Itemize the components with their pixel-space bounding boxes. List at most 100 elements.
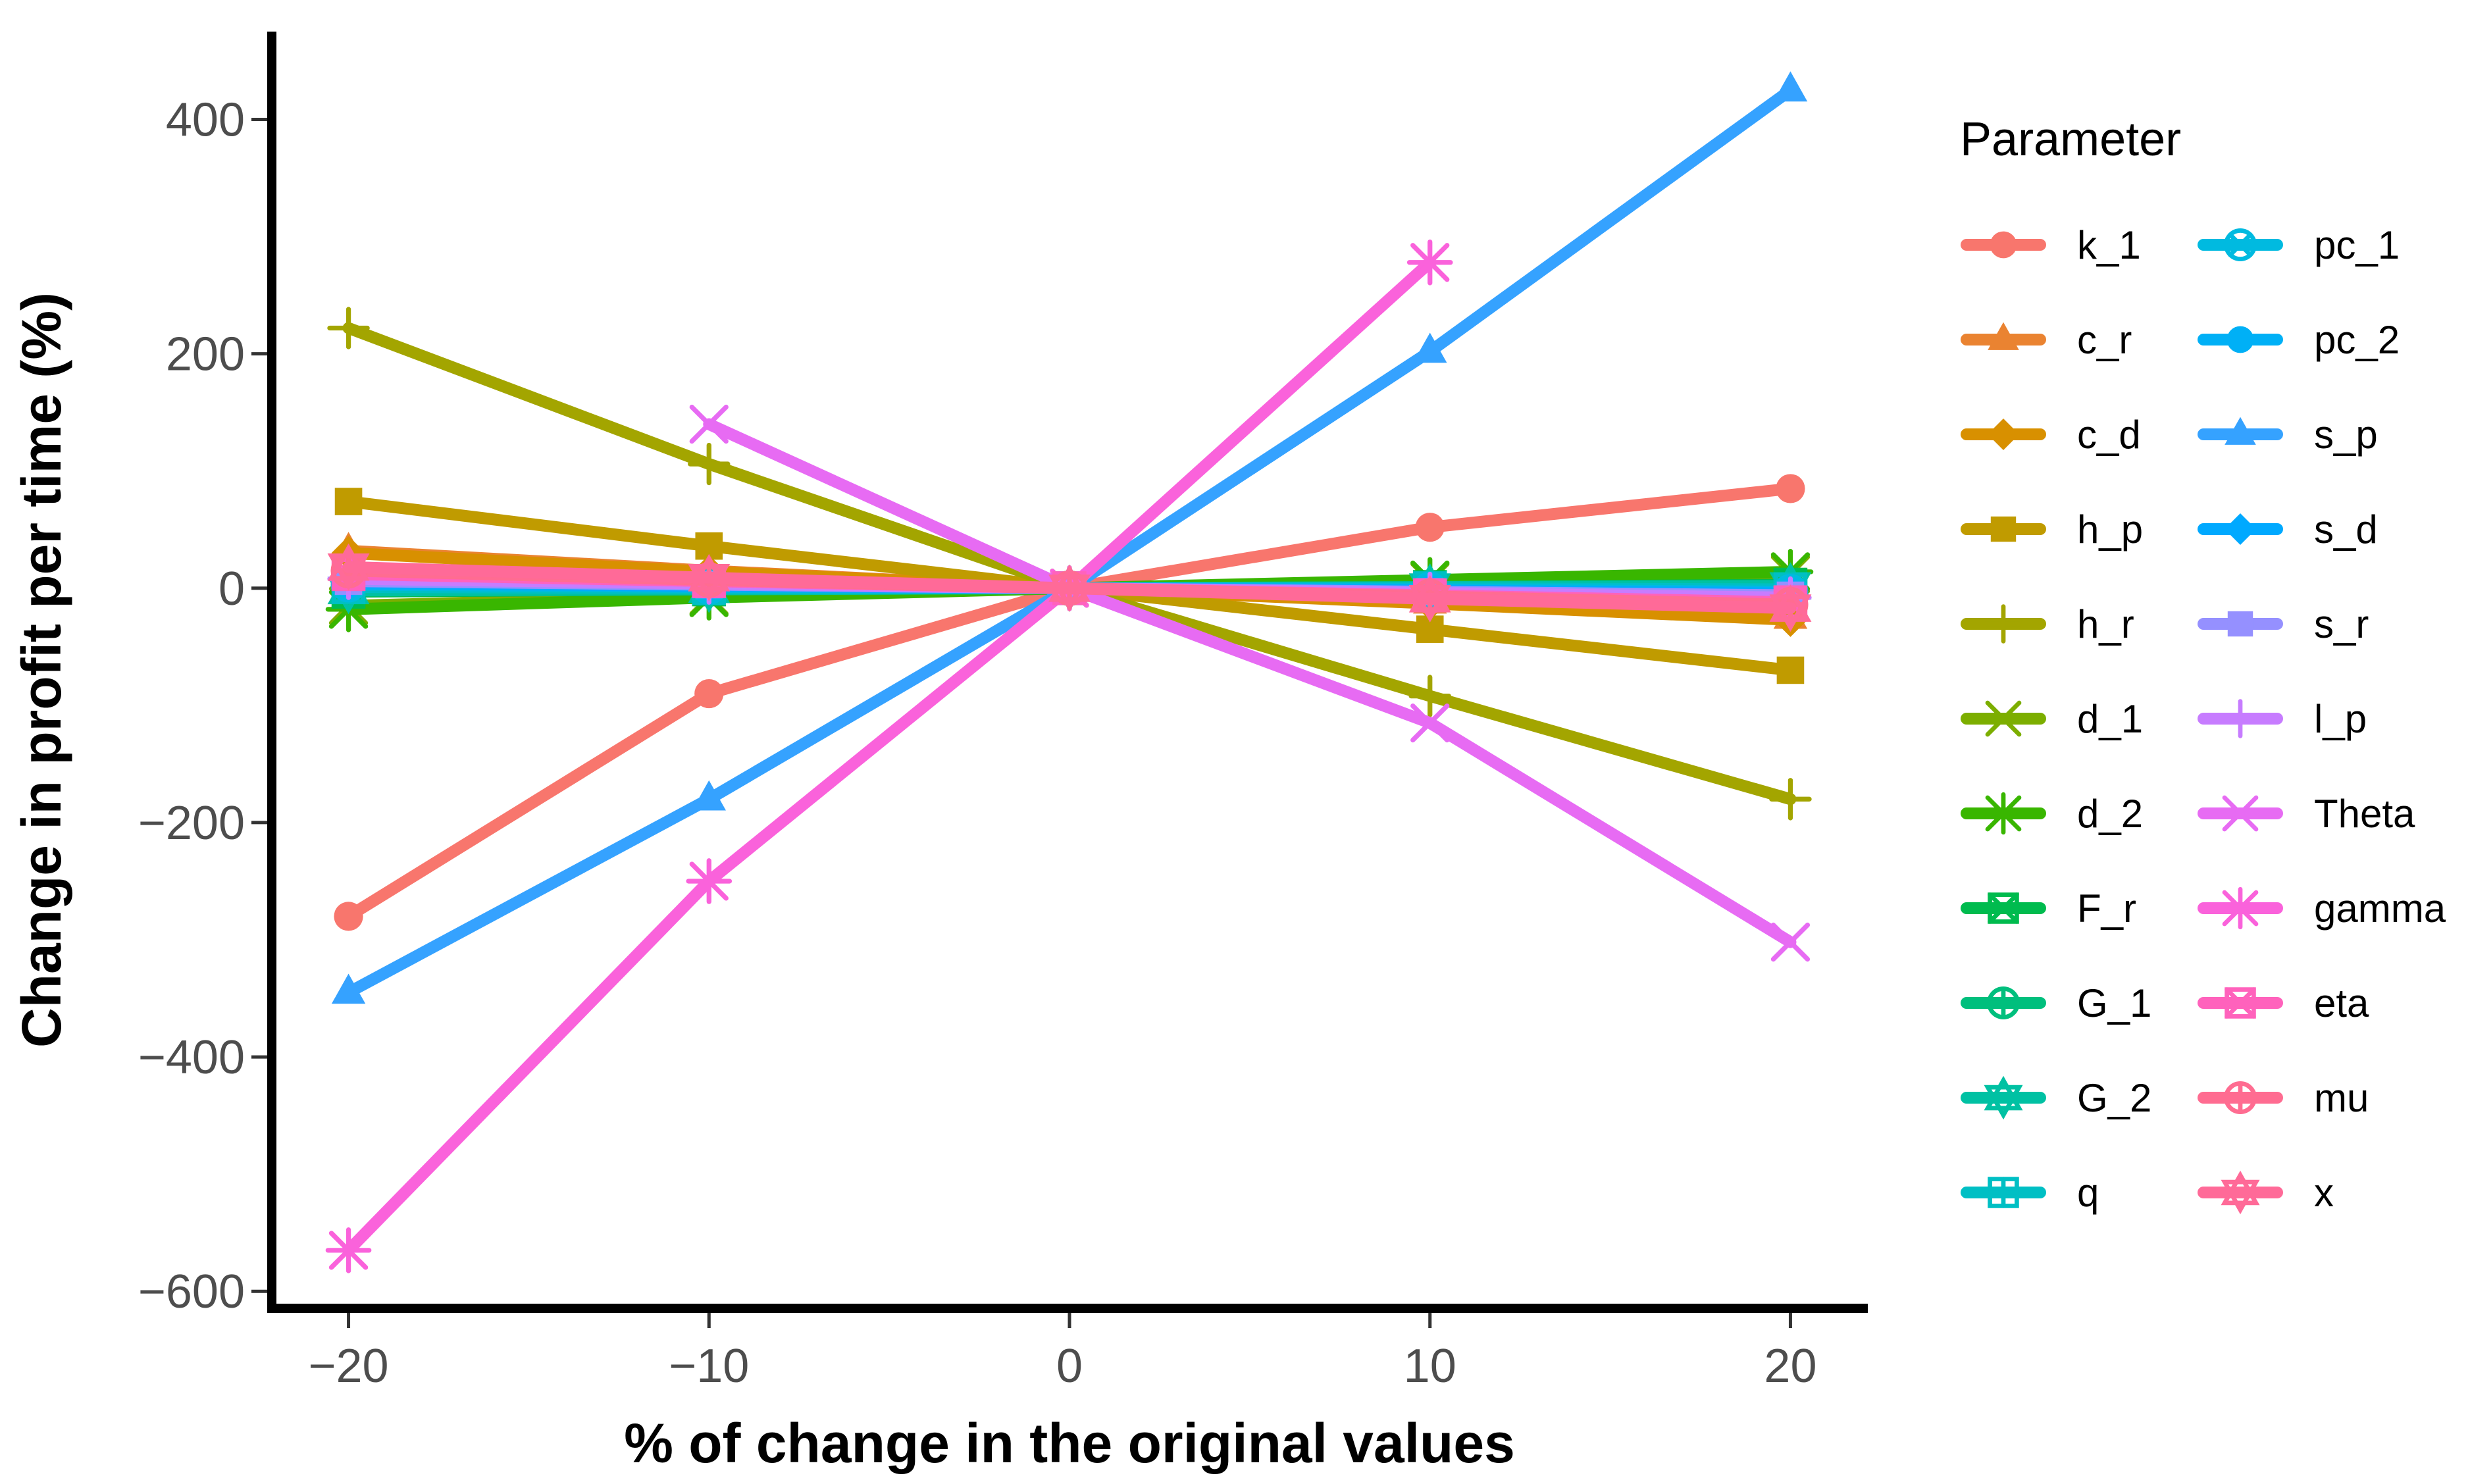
legend-label-q: q — [2077, 1171, 2099, 1215]
x-axis-title: % of change in the original values — [624, 1412, 1515, 1474]
legend-key-marker-G_2 — [1984, 1075, 2023, 1120]
point-Theta-20 — [1770, 922, 1811, 962]
legend-key-marker-k_1 — [1990, 231, 2017, 259]
legend-key-marker-c_d — [1988, 419, 2019, 450]
legend-label-s_d: s_d — [2314, 507, 2378, 551]
legend-title: Parameter — [1960, 113, 2181, 166]
legend-key-marker-x — [2221, 1170, 2260, 1215]
legend-item-s_r: s_r — [2198, 602, 2369, 646]
point-s_p--20 — [331, 973, 366, 1004]
point-h_r--10 — [688, 442, 731, 486]
legend-item-Theta: Theta — [2198, 792, 2415, 836]
legend-key-marker-eta — [2225, 987, 2256, 1019]
series-line-k_1 — [342, 482, 1797, 923]
point-h_r--20 — [327, 307, 370, 349]
legend-item-d_2: d_2 — [1961, 792, 2143, 836]
legend-key-marker-l_p — [2221, 699, 2260, 738]
legend-key-marker-F_r — [1988, 892, 2019, 924]
y-axis-title: Change in profit per time (%) — [11, 292, 72, 1048]
point-x-0 — [1048, 564, 1091, 612]
legend-label-gamma: gamma — [2314, 886, 2446, 931]
x-tick-label: 20 — [1764, 1340, 1816, 1393]
legend-label-s_r: s_r — [2314, 602, 2369, 646]
series-Theta — [689, 404, 1811, 962]
legend-key-marker-s_r — [2227, 611, 2253, 637]
legend-item-mu: mu — [2198, 1076, 2369, 1120]
point-h_p--20 — [334, 488, 363, 515]
legend-key-marker-s_p — [2225, 417, 2256, 445]
legend-item-d_1: d_1 — [1961, 697, 2143, 741]
point-k_1--20 — [334, 902, 363, 931]
legend-label-c_r: c_r — [2077, 318, 2132, 362]
x-tick-label: 10 — [1404, 1340, 1456, 1393]
legend-item-gamma: gamma — [2198, 886, 2446, 931]
y-tick-label: 400 — [166, 94, 245, 147]
legend-item-q: q — [1961, 1171, 2099, 1215]
point-gamma--10 — [686, 858, 733, 904]
legend-label-x: x — [2314, 1171, 2334, 1215]
legend-label-pc_2: pc_2 — [2314, 318, 2400, 362]
legend-label-G_2: G_2 — [2077, 1076, 2151, 1120]
legend-label-c_d: c_d — [2077, 413, 2141, 457]
legend-key-marker-pc_2 — [2226, 326, 2254, 353]
legend-item-x: x — [2198, 1170, 2334, 1215]
point-h_p-20 — [1776, 656, 1805, 684]
legend-key-marker-Theta — [2222, 795, 2259, 832]
legend-label-d_2: d_2 — [2077, 792, 2143, 836]
legend: Parameter k_1 c_r c_d h_p h_r d_1 d_2 F_r G_1 G_2… — [1960, 113, 2446, 1215]
point-x--10 — [688, 553, 731, 601]
legend-item-h_p: h_p — [1961, 507, 2143, 551]
legend-item-c_d: c_d — [1961, 413, 2141, 457]
legend-key-marker-d_1 — [1985, 700, 2022, 737]
legend-key-marker-gamma — [2219, 886, 2262, 930]
legend-label-mu: mu — [2314, 1076, 2369, 1120]
legend-label-k_1: k_1 — [2077, 223, 2141, 267]
point-s_p-20 — [1773, 71, 1808, 102]
legend-label-pc_1: pc_1 — [2314, 223, 2400, 267]
legend-label-h_p: h_p — [2077, 507, 2143, 551]
series-line-gamma — [342, 256, 1436, 1256]
series-line-x — [342, 561, 1797, 615]
legend-label-h_r: h_r — [2077, 602, 2134, 646]
legend-item-F_r: F_r — [1961, 886, 2136, 931]
legend-item-pc_2: pc_2 — [2198, 318, 2400, 362]
y-tick-label: −400 — [138, 1031, 245, 1084]
legend-label-d_1: d_1 — [2077, 697, 2143, 741]
point-Theta--10 — [689, 404, 729, 444]
legend-item-s_p: s_p — [2198, 413, 2378, 457]
x-tick-label: 0 — [1056, 1340, 1083, 1393]
series-x — [327, 543, 1812, 632]
series-s_p — [331, 71, 1808, 1004]
legend-key-marker-h_p — [1990, 516, 2017, 542]
point-s_p-10 — [1412, 332, 1447, 363]
legend-label-G_1: G_1 — [2077, 981, 2151, 1025]
point-h_r-20 — [1769, 778, 1812, 821]
series-line-s_p — [342, 84, 1797, 999]
legend-item-l_p: l_p — [2198, 697, 2367, 741]
legend-key-marker-d_2 — [1982, 792, 2025, 835]
legend-item-s_d: s_d — [2198, 507, 2378, 551]
legend-label-s_p: s_p — [2314, 413, 2378, 457]
legend-key-marker-h_r — [1984, 604, 2023, 644]
plot-series-group — [325, 71, 1814, 1273]
point-gamma--20 — [325, 1227, 372, 1273]
point-h_r-10 — [1408, 675, 1451, 717]
legend-key-marker-c_r — [1988, 322, 2019, 350]
x-axis-ticks: −20 −10 0 10 20 — [308, 1313, 1817, 1393]
point-x-20 — [1769, 584, 1812, 632]
legend-label-Theta: Theta — [2314, 792, 2415, 836]
point-k_1-10 — [1415, 513, 1445, 542]
legend-key-marker-G_1 — [1987, 986, 2020, 1019]
x-tick-label: −10 — [669, 1340, 749, 1393]
legend-item-k_1: k_1 — [1961, 223, 2141, 267]
y-tick-label: −200 — [138, 797, 245, 850]
legend-item-G_2: G_2 — [1961, 1075, 2151, 1120]
y-tick-label: 0 — [219, 563, 245, 615]
legend-key-marker-q — [1988, 1177, 2019, 1208]
point-Theta-10 — [1410, 703, 1450, 743]
legend-key-marker-s_d — [2225, 513, 2256, 545]
point-x-10 — [1408, 575, 1451, 623]
y-tick-label: −600 — [138, 1266, 245, 1318]
y-axis-ticks: −600 −400 −200 0 200 400 — [138, 94, 267, 1318]
